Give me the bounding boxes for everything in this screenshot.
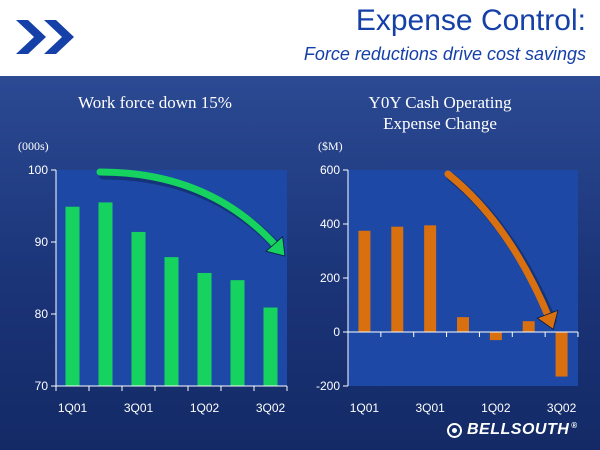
- expense-bar-1q02: [489, 332, 502, 341]
- expense-bar-2q01: [391, 226, 404, 332]
- expense-y-unit-label: ($M): [318, 139, 343, 153]
- workforce-x-tick-label: 1Q02: [190, 401, 220, 415]
- expense-chart-title-line-1: Y0Y Cash Operating: [368, 93, 512, 112]
- expense-x-tick-label: 1Q01: [350, 401, 380, 415]
- workforce-y-tick-label: 80: [35, 307, 49, 321]
- logo-trademark: ®: [571, 421, 578, 430]
- workforce-x-tick-label: 3Q02: [256, 401, 286, 415]
- workforce-bar-2q02: [230, 280, 245, 386]
- workforce-y-tick-label: 70: [35, 379, 49, 393]
- workforce-bar-1q01: [65, 206, 80, 386]
- page-title: Expense Control:: [355, 4, 586, 37]
- page-subtitle: Force reductions drive cost savings: [303, 44, 586, 64]
- expense-bar-1q01: [358, 230, 371, 332]
- expense-trend-arrow-shaft: [444, 170, 553, 322]
- expense-y-tick-label: 0: [333, 325, 340, 339]
- expense-y-tick-label: 600: [320, 163, 340, 177]
- expense-y-tick-label: 200: [320, 271, 340, 285]
- workforce-trend-arrow-head: [265, 235, 286, 257]
- workforce-bar-4q01: [164, 257, 179, 386]
- workforce-x-tick-label: 1Q01: [58, 401, 88, 415]
- expense-trend-arrow-head: [536, 309, 559, 330]
- expense-y-tick-label: 400: [320, 217, 340, 231]
- expense-bar-4q01: [457, 317, 469, 332]
- workforce-chart: 70 80 90 100 (000s) 1Q01 3Q01 1Q02 3Q02: [18, 139, 288, 415]
- expense-chart-title: Y0Y Cash Operating Expense Change: [320, 92, 560, 134]
- workforce-chart-title: Work force down 15%: [78, 93, 232, 112]
- workforce-bar-2q01: [98, 202, 113, 386]
- workforce-bar-3q01: [131, 231, 146, 386]
- expense-plot-area: [348, 170, 578, 386]
- expense-x-tick-label: 3Q01: [415, 401, 445, 415]
- expense-x-tick-label: 1Q02: [481, 401, 511, 415]
- expense-y-tick-label: -200: [316, 379, 340, 393]
- bellsouth-logo: BELLSOUTH ®: [447, 421, 578, 439]
- workforce-y-tick-label: 100: [28, 163, 48, 177]
- workforce-y-unit-label: (000s): [18, 139, 49, 153]
- header: Expense Control: Force reductions drive …: [0, 0, 600, 76]
- workforce-trend-arrow-shaft: [96, 168, 281, 251]
- logo-text: BELLSOUTH: [467, 421, 570, 438]
- expense-bar-3q01: [424, 225, 437, 332]
- chevron-right-icon: [16, 20, 74, 54]
- workforce-y-tick-label: 90: [35, 235, 49, 249]
- workforce-x-tick-label: 3Q01: [124, 401, 154, 415]
- expense-x-tick-label: 3Q02: [547, 401, 577, 415]
- expense-bar-2q02: [522, 321, 535, 332]
- expense-chart: -200 0 200 400 600 ($M) 1Q01 3Q01 1Q02 3Q02: [316, 139, 579, 415]
- workforce-bar-1q02: [197, 272, 212, 386]
- workforce-bar-3q02: [263, 307, 278, 386]
- expense-chart-title-line-2: Expense Change: [383, 114, 497, 133]
- expense-bar-3q02: [555, 332, 568, 377]
- bell-icon: [447, 422, 462, 438]
